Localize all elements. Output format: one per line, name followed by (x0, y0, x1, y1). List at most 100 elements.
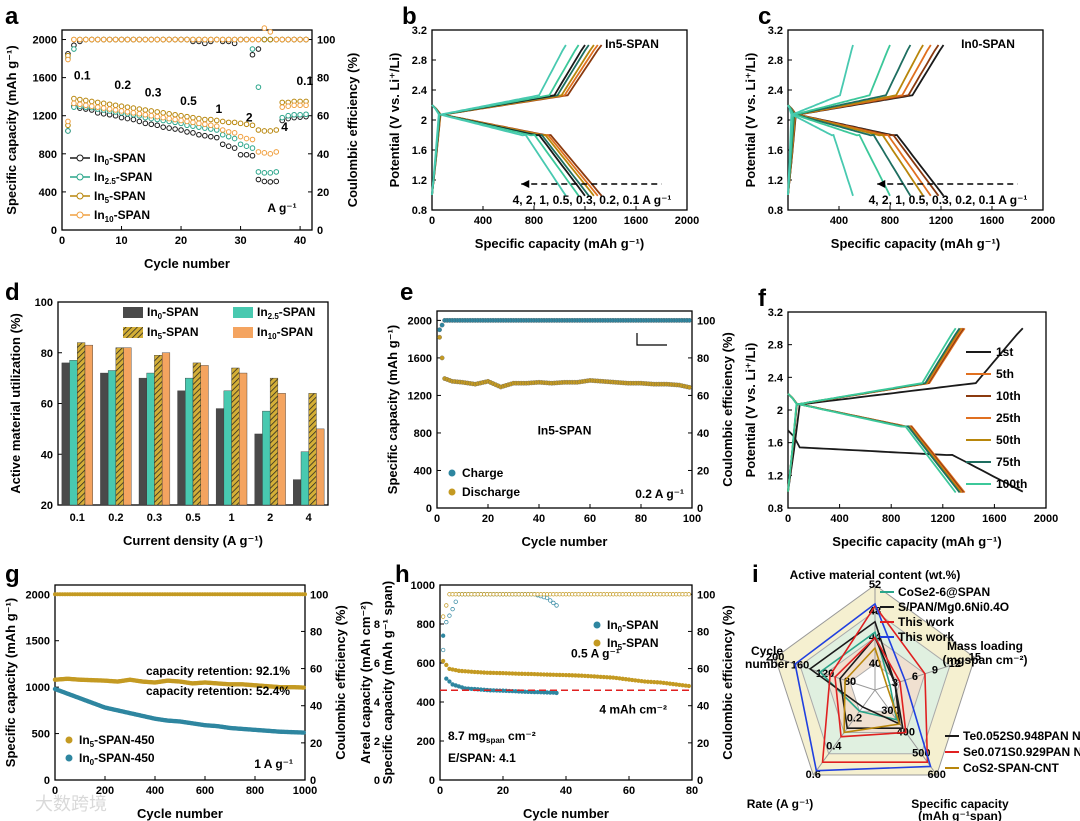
y-tick-label: 100 (697, 589, 715, 601)
bar-In5-SPAN (192, 362, 201, 506)
legend-swatch (123, 307, 143, 318)
capacity-point (297, 102, 303, 109)
point-In0-SPAN (548, 598, 553, 603)
y-tick-label: 2.4 (412, 85, 428, 97)
radar-series-CoSe2-6@SPAN (818, 630, 898, 721)
legend-marker (76, 192, 84, 200)
ce-point (160, 36, 166, 43)
radar-series-S/PAN/Mg0.6Ni0.4O (808, 620, 901, 726)
capacity-point (77, 96, 83, 103)
y-tick-label: 2.8 (768, 340, 783, 352)
bar-In5-SPAN (115, 347, 124, 506)
y-tick-label: 0 (426, 503, 432, 515)
capacity-point (303, 111, 309, 118)
y-tick-label: 80 (41, 348, 53, 360)
ce-point (303, 592, 307, 597)
ce-point (303, 36, 309, 43)
y-tick-label: 40 (310, 701, 322, 713)
y2-axis-label: Coulombic efficiency (%) (345, 53, 360, 208)
capacity-point (208, 133, 214, 140)
capacity-point (213, 123, 220, 129)
capacity-point (88, 103, 95, 109)
x-tick-label: 40 (294, 235, 306, 247)
capacity-point (100, 100, 107, 107)
radar-axis-label: Cycle (751, 644, 783, 658)
rate-unit: A g⁻¹ (267, 201, 296, 215)
capacity-point (243, 143, 250, 149)
bar-In0-SPAN (61, 362, 70, 506)
bar-In2.5-SPAN (262, 410, 271, 506)
bar-In5-SPAN (269, 377, 279, 506)
bar-In0-SPAN (138, 377, 147, 506)
legend-label: In5-SPAN-450 (79, 733, 155, 749)
ce-point (213, 36, 220, 43)
capacity-point (237, 141, 244, 148)
ce-point (249, 36, 256, 43)
panel-label: g (5, 561, 20, 588)
rate-label: 0.2 A g⁻¹ (635, 487, 684, 501)
capacity-point (231, 119, 238, 126)
radar-tick-label: 12 (949, 658, 961, 670)
capacity-point (202, 121, 208, 128)
legend-label: In0-SPAN (147, 305, 199, 321)
capacity-point (225, 119, 232, 126)
capacity-point (213, 134, 220, 141)
y-tick-label: 40 (41, 449, 53, 461)
point-In5-SPAN (686, 683, 691, 689)
ce-point (148, 36, 155, 43)
panel-label: b (402, 3, 417, 30)
y-tick-label: 100 (317, 35, 335, 47)
profile-4-discharge (431, 104, 567, 197)
ce-point (112, 36, 119, 43)
capacity-point (190, 130, 196, 136)
radar-tick-label: 9 (932, 665, 938, 677)
point-In0-SPAN (444, 619, 449, 625)
legend-label: 50th (996, 433, 1021, 447)
x-tick-label: 400 (830, 513, 848, 525)
y-tick-label: 400 (414, 465, 432, 477)
areal-tick-label: 6 (374, 658, 380, 670)
capacity-point (219, 131, 226, 138)
legend-label: In0-SPAN (607, 618, 659, 634)
rate-label: 4 (281, 120, 288, 134)
x-tick-label: 800 (882, 513, 900, 525)
ce-point (249, 46, 256, 52)
point-Discharge (437, 334, 442, 340)
rate-label: 0.5 (180, 94, 197, 108)
capacity-point (77, 101, 83, 108)
x-tick-label: 2000 (1031, 215, 1055, 227)
x-tick-label: 20 (175, 235, 187, 247)
panel-label: f (758, 285, 767, 312)
capacity-point (267, 179, 274, 185)
capacity-point (249, 145, 256, 151)
rate-label: 0.5 A g⁻¹ (571, 647, 620, 661)
capacity-point (190, 114, 196, 121)
areal-tick-label: 8 (374, 619, 380, 631)
capacity-point (249, 136, 256, 143)
ce-point (291, 36, 297, 43)
profile-4-charge (431, 44, 567, 196)
capacity-point (124, 109, 131, 115)
bar-In10-SPAN (161, 352, 171, 506)
panel-label: a (5, 3, 19, 30)
legend-marker (65, 754, 73, 762)
capacity-point (261, 170, 268, 176)
y-axis-label: Specific capacity (mAh g⁻¹) (3, 598, 18, 767)
point-In5-SPAN (444, 603, 449, 608)
y-tick-label: 60 (697, 664, 709, 676)
ce-point (154, 36, 161, 43)
x-tick-label: 1600 (982, 513, 1006, 525)
y2-axis-label: Coulombic efficiency (%) (720, 332, 735, 487)
capacity-point (255, 176, 262, 183)
x-tick-label: 20 (497, 785, 509, 797)
y-tick-label: 1500 (26, 636, 50, 648)
retention-In5: capacity retention: 92.1% (146, 664, 290, 678)
capacity-point (166, 125, 172, 131)
radar-axis-label: (mAh g⁻¹span) (918, 809, 1002, 821)
x-axis-label: Current density (A g⁻¹) (123, 533, 263, 548)
panel-h: 0 20 40 60 8002004006008001000020406080100Cy… (358, 561, 735, 821)
legend-marker (448, 488, 456, 496)
y-tick-label: 1600 (33, 73, 57, 85)
y-tick-label: 0 (310, 775, 316, 787)
